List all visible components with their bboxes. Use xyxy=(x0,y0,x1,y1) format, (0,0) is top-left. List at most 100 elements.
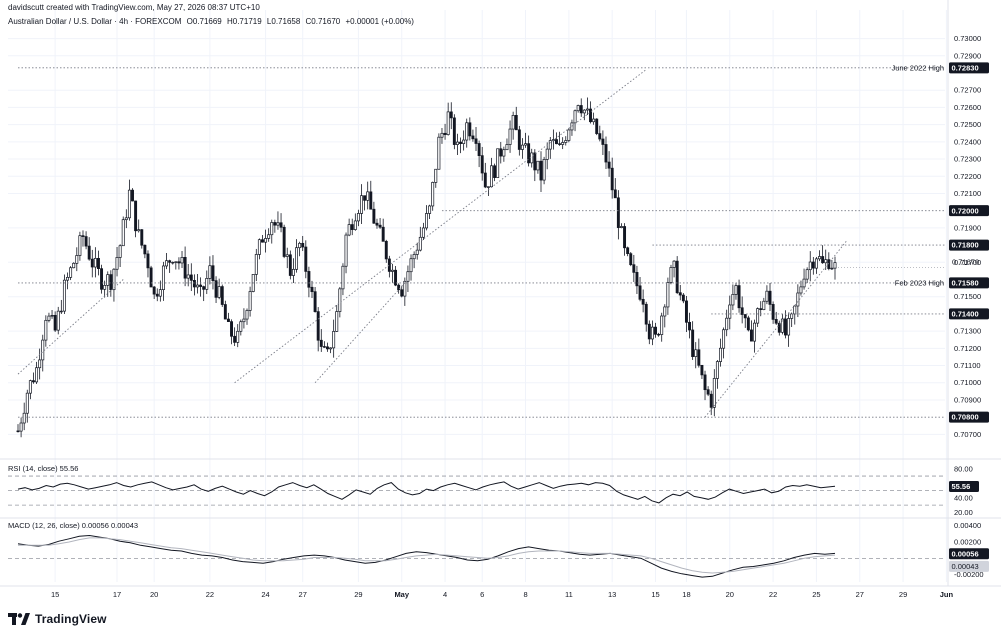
candle-down[interactable] xyxy=(375,222,379,226)
candle-down[interactable] xyxy=(96,258,100,270)
candle-up[interactable] xyxy=(329,347,333,350)
candle-down[interactable] xyxy=(372,208,376,224)
candle-up[interactable] xyxy=(106,274,110,286)
candle-up[interactable] xyxy=(56,310,60,331)
candle-up[interactable] xyxy=(650,326,654,340)
candle-up[interactable] xyxy=(35,367,39,383)
candle-down[interactable] xyxy=(483,172,487,188)
candle-down[interactable] xyxy=(322,346,326,348)
candle-down[interactable] xyxy=(87,245,91,260)
candle-up[interactable] xyxy=(573,110,577,124)
candle-up[interactable] xyxy=(242,318,246,323)
candle-down[interactable] xyxy=(589,108,592,123)
candle-down[interactable] xyxy=(555,139,558,145)
candle-down[interactable] xyxy=(638,285,642,300)
candle-up[interactable] xyxy=(719,347,722,362)
candle-up[interactable] xyxy=(25,392,29,414)
candle-up[interactable] xyxy=(257,239,261,255)
candle-down[interactable] xyxy=(378,224,382,228)
candle-down[interactable] xyxy=(149,267,153,288)
candle-down[interactable] xyxy=(202,286,206,290)
candle-up[interactable] xyxy=(833,262,837,269)
candle-down[interactable] xyxy=(700,364,704,376)
candle-down[interactable] xyxy=(140,229,144,246)
candle-up[interactable] xyxy=(814,258,818,269)
candle-up[interactable] xyxy=(434,168,438,183)
candle-down[interactable] xyxy=(678,292,682,296)
candle-up[interactable] xyxy=(564,140,568,143)
candle-up[interactable] xyxy=(524,143,527,146)
candle-down[interactable] xyxy=(771,304,775,320)
candle-up[interactable] xyxy=(245,310,249,320)
candle-down[interactable] xyxy=(273,222,277,226)
candle-down[interactable] xyxy=(288,254,292,276)
candle-down[interactable] xyxy=(81,235,85,237)
candle-down[interactable] xyxy=(641,298,645,305)
candle-up[interactable] xyxy=(796,292,800,307)
candle-up[interactable] xyxy=(72,262,76,269)
candle-down[interactable] xyxy=(369,191,373,210)
candle-down[interactable] xyxy=(261,239,264,243)
candle-down[interactable] xyxy=(316,311,320,341)
candle-up[interactable] xyxy=(118,245,122,258)
candle-up[interactable] xyxy=(455,141,459,145)
candle-up[interactable] xyxy=(490,165,493,188)
candle-up[interactable] xyxy=(208,265,212,279)
candle-down[interactable] xyxy=(644,303,648,325)
candle-up[interactable] xyxy=(731,294,735,306)
candle-down[interactable] xyxy=(811,261,815,269)
candle-down[interactable] xyxy=(397,284,401,291)
candle-up[interactable] xyxy=(121,219,125,247)
candle-down[interactable] xyxy=(134,200,138,232)
candle-down[interactable] xyxy=(307,271,311,288)
candle-down[interactable] xyxy=(598,133,602,140)
candle-up[interactable] xyxy=(236,330,240,343)
candle-down[interactable] xyxy=(626,247,630,254)
candle-up[interactable] xyxy=(824,259,828,264)
candle-up[interactable] xyxy=(186,274,190,279)
candle-up[interactable] xyxy=(19,422,23,432)
candle-down[interactable] xyxy=(595,118,599,134)
candle-down[interactable] xyxy=(400,289,404,297)
candle-up[interactable] xyxy=(712,378,716,408)
candle-down[interactable] xyxy=(394,269,398,286)
candle-up[interactable] xyxy=(415,249,419,255)
candle-down[interactable] xyxy=(601,138,605,145)
candle-up[interactable] xyxy=(276,222,280,226)
candle-up[interactable] xyxy=(248,291,252,311)
candle-up[interactable] xyxy=(78,235,82,256)
candle-down[interactable] xyxy=(703,374,707,391)
candle-up[interactable] xyxy=(669,267,673,283)
candle-down[interactable] xyxy=(350,224,354,230)
candle-down[interactable] xyxy=(558,143,562,145)
candle-down[interactable] xyxy=(749,329,753,342)
candle-up[interactable] xyxy=(765,290,769,302)
candle-up[interactable] xyxy=(666,282,670,308)
candle-down[interactable] xyxy=(746,317,750,331)
candle-up[interactable] xyxy=(799,286,803,294)
candle-down[interactable] xyxy=(131,189,134,202)
candle-down[interactable] xyxy=(152,286,156,295)
candle-down[interactable] xyxy=(146,253,150,269)
candle-down[interactable] xyxy=(211,265,215,282)
candle-down[interactable] xyxy=(493,165,497,178)
macd-line[interactable] xyxy=(17,534,836,578)
candle-down[interactable] xyxy=(533,152,537,171)
candle-down[interactable] xyxy=(697,349,701,366)
candle-up[interactable] xyxy=(412,254,416,260)
candle-down[interactable] xyxy=(459,141,463,144)
candle-up[interactable] xyxy=(217,286,221,298)
candle-down[interactable] xyxy=(657,333,661,336)
candle-up[interactable] xyxy=(127,189,131,219)
trendline[interactable] xyxy=(704,239,848,418)
candle-up[interactable] xyxy=(124,217,128,221)
candle-up[interactable] xyxy=(59,310,63,313)
candle-up[interactable] xyxy=(403,280,407,297)
candle-down[interactable] xyxy=(304,246,308,272)
candle-up[interactable] xyxy=(406,271,410,282)
candle-up[interactable] xyxy=(486,186,490,188)
candle-up[interactable] xyxy=(161,265,165,290)
candle-down[interactable] xyxy=(675,260,679,294)
candle-up[interactable] xyxy=(180,256,184,264)
candle-up[interactable] xyxy=(787,318,791,336)
